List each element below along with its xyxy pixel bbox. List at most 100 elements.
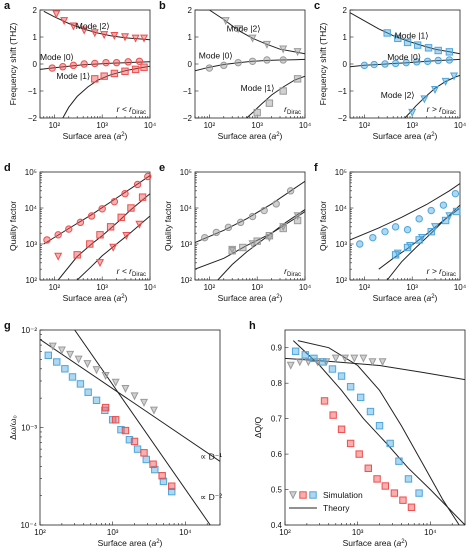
data-point-square — [138, 193, 147, 201]
data-point-tri — [57, 346, 66, 355]
y-tick-label: 10⁴ — [180, 204, 193, 213]
data-point-circle — [48, 64, 56, 72]
panel-d: 10² 10³ 10⁴ 10² 10³ 10⁴ 10⁵ d Surface area (a2) Q… — [4, 162, 157, 303]
plot-frame — [284, 329, 466, 526]
data-point-tri — [279, 223, 288, 232]
data-point-square — [133, 445, 142, 453]
x-tick-label: 10³ — [96, 283, 108, 292]
data-point-square — [253, 108, 261, 117]
data-point-tri — [131, 34, 140, 43]
data-point-tri — [83, 360, 92, 369]
plot-frame — [349, 171, 461, 281]
data-point-square — [395, 457, 403, 465]
data-point-square — [121, 67, 129, 75]
annotation-text: Mode |2⟩ — [381, 90, 415, 100]
y-tick-label: 10³ — [180, 240, 192, 249]
data-point-tri — [430, 223, 440, 232]
x-tick-label: 10³ — [406, 121, 418, 130]
x-axis-label-exp: 2 — [276, 294, 280, 300]
data-point-circle — [279, 56, 287, 64]
data-point-square — [61, 365, 69, 373]
data-point-square — [293, 216, 302, 225]
x-axis-label-main: Surface area ( — [218, 293, 272, 303]
data-point-square — [96, 231, 104, 239]
data-point-circle — [360, 61, 369, 70]
data-point-square — [337, 425, 346, 433]
data-point-tri — [286, 361, 295, 370]
y-tick-label: −1 — [28, 87, 38, 96]
data-point-tri — [408, 108, 417, 117]
data-point-tri — [135, 220, 144, 229]
data-point-square — [168, 482, 176, 490]
data-point-square — [386, 439, 394, 448]
data-point-tri — [420, 95, 429, 104]
y-tick-label: −1 — [183, 87, 193, 96]
data-point-square — [301, 351, 309, 359]
y-tick-label: 1 — [188, 33, 193, 42]
data-point-circle — [260, 206, 268, 215]
data-point-square — [310, 354, 318, 363]
regime-label-sub: Dirac — [287, 272, 301, 278]
y-tick-label: 0 — [188, 60, 193, 69]
data-point-tri — [450, 72, 459, 81]
x-tick-label: 10² — [359, 283, 371, 292]
data-point-circle — [201, 233, 209, 242]
data-point-square — [127, 204, 135, 212]
y-tick-label: 10⁴ — [25, 204, 38, 213]
data-point-circle — [370, 60, 378, 69]
data-point-square — [452, 207, 461, 216]
theory-curve — [350, 183, 460, 241]
data-point-circle — [427, 206, 435, 215]
x-axis-label: Surface area (a2) — [218, 293, 283, 303]
x-tick-label: 10⁴ — [424, 528, 437, 537]
x-tick-label: 10³ — [107, 528, 119, 537]
data-point-square — [279, 87, 287, 95]
theory-curve — [350, 58, 460, 68]
data-point-square — [265, 99, 274, 107]
data-point-circle — [87, 212, 96, 220]
regime-label: r > rDirac — [427, 266, 456, 278]
data-point-square — [73, 251, 81, 259]
annotation-text: Mode |2⟩ — [76, 21, 110, 31]
data-point-tri — [279, 45, 288, 54]
data-point-tri — [48, 342, 57, 351]
x-axis-label-exp: 2 — [276, 132, 280, 138]
data-point-circle — [110, 197, 119, 206]
y-tick-label: 0 — [33, 60, 38, 69]
annotation-text: Mode |1⟩ — [395, 30, 429, 40]
theory-curve — [195, 180, 305, 243]
y-tick-label: 10⁵ — [180, 168, 192, 177]
data-point-tri — [120, 33, 130, 42]
panel-e: 10² 10³ 10⁴ 10² 10³ 10⁴ 10⁵ e Surface area (a2) Q… — [159, 162, 312, 303]
x-tick-label: 10⁴ — [299, 121, 312, 130]
x-tick-label: 10³ — [251, 121, 263, 130]
data-point-square — [140, 449, 148, 457]
annotation-text: Mode |0⟩ — [387, 52, 421, 62]
data-point-tri — [405, 241, 415, 250]
y-tick-label: 10² — [25, 276, 37, 285]
data-point-circle — [234, 58, 242, 67]
x-axis-label-end: ) — [280, 131, 283, 141]
regime-label-sub: Dirac — [132, 110, 146, 116]
data-point-square — [399, 496, 407, 504]
data-point-square — [130, 437, 139, 446]
data-point-circle — [415, 215, 423, 223]
data-point-circle — [391, 59, 400, 68]
panel-label: f — [314, 162, 318, 174]
y-tick-label: 2 — [33, 6, 38, 15]
y-axis-label: ΔQ/Q — [253, 416, 263, 438]
data-point-tri — [228, 245, 237, 254]
data-point-square — [346, 383, 355, 391]
data-point-circle — [356, 240, 364, 248]
data-point-square — [111, 416, 120, 424]
data-point-square — [279, 224, 287, 233]
data-point-circle — [423, 57, 432, 65]
x-axis-label-end: ) — [125, 131, 128, 141]
y-tick-label: 0.8 — [271, 379, 283, 388]
regime-label-main: r < r — [117, 104, 134, 114]
data-point-circle — [212, 228, 221, 237]
data-point-square — [355, 450, 363, 458]
x-tick-label: 10² — [204, 283, 216, 292]
